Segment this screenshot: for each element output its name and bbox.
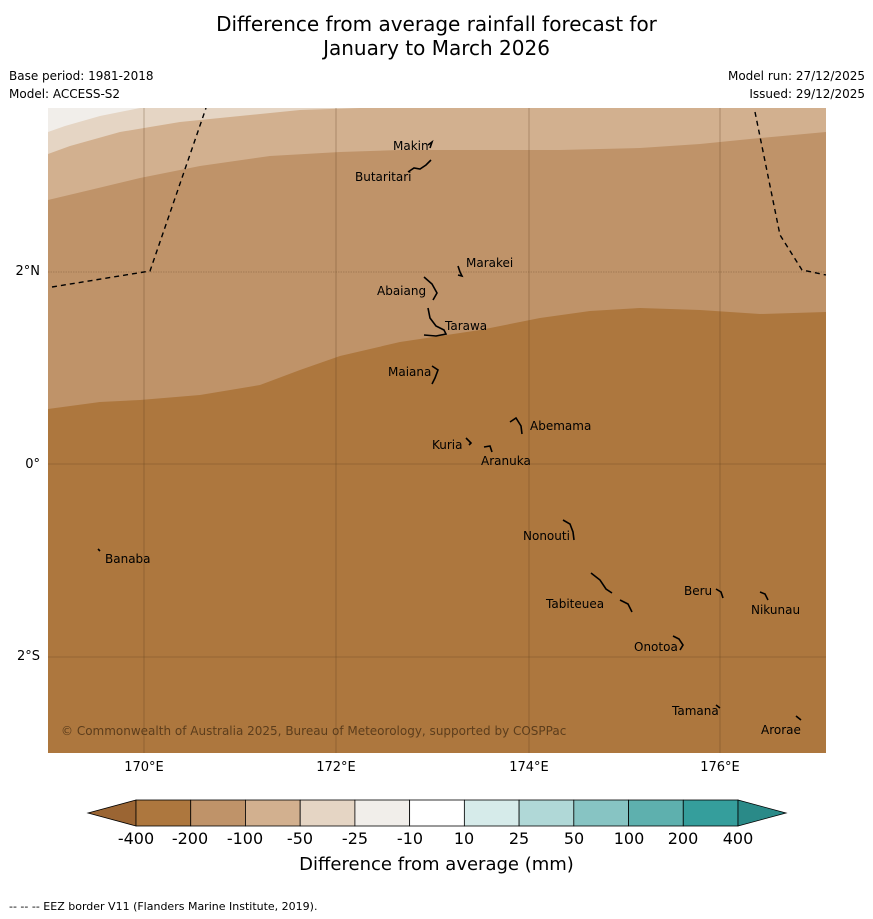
meta-right: Model run: 27/12/2025 Issued: 29/12/2025 <box>728 67 865 103</box>
atoll-maiana <box>431 365 439 385</box>
atoll-banaba <box>97 548 101 552</box>
atoll-arorae <box>795 715 802 721</box>
place-label: Nonouti <box>523 529 570 543</box>
colorbar-tick-label: -400 <box>117 829 155 848</box>
colorbar-tick-label: 400 <box>722 829 754 848</box>
lon-label-176e: 176°E <box>700 760 740 775</box>
colorbar-box <box>628 799 684 827</box>
place-label: Arorae <box>761 723 801 737</box>
colorbar-tick-label: 10 <box>453 829 475 848</box>
colorbar-tick-label: -25 <box>341 829 369 848</box>
title-line-2: January to March 2026 <box>323 36 550 60</box>
colorbar <box>86 799 788 827</box>
atoll-beru <box>715 588 724 599</box>
place-label: Aranuka <box>481 454 531 468</box>
lon-label-172e: 172°E <box>316 760 356 775</box>
band-minus-100-200 <box>48 108 826 409</box>
place-label: Banaba <box>105 552 151 566</box>
colorbar-tick-label: -10 <box>396 829 424 848</box>
title-line-1: Difference from average rainfall forecas… <box>216 12 657 36</box>
model-run: Model run: 27/12/2025 <box>727 69 865 83</box>
atoll-abemama <box>509 416 523 435</box>
colorbar-box <box>245 799 301 827</box>
eez-border-east <box>754 111 826 276</box>
lon-label-174e: 174°E <box>509 760 549 775</box>
atoll-tabiteuea-south <box>619 599 633 613</box>
base-period: Base period: 1981-2018 <box>9 69 154 83</box>
place-label: Abemama <box>530 419 592 433</box>
band-minus-25-50 <box>48 108 360 154</box>
band-minus-10-25 <box>48 108 140 132</box>
atoll-onotoa <box>672 635 684 651</box>
atoll-kuria <box>465 437 473 446</box>
eez-border-west <box>51 108 207 288</box>
map-title: Difference from average rainfall forecas… <box>0 12 873 60</box>
colorbar-box <box>299 799 356 827</box>
atoll-makin <box>427 139 434 149</box>
place-label: Abaiang <box>377 284 427 298</box>
eez-footnote: -- -- -- EEZ border V11 (Flanders Marine… <box>9 900 318 913</box>
colorbar-tick-label: 100 <box>613 829 645 848</box>
colorbar-tick-label: 25 <box>508 829 530 848</box>
atoll-abaiang <box>423 276 438 301</box>
colorbar-box <box>573 799 629 827</box>
place-label: Onotoa <box>634 640 678 654</box>
colorbar-tick-label: 50 <box>563 829 585 848</box>
atoll-tabiteuea-north <box>590 572 613 594</box>
place-label: Beru <box>684 584 713 598</box>
rainfall-field <box>48 108 826 753</box>
band-minus-50-100 <box>48 108 826 200</box>
place-label: Tamana <box>672 704 719 718</box>
lat-label-0: 0° <box>25 457 40 472</box>
place-label: Kuria <box>432 438 463 452</box>
colorbar-title: Difference from average (mm) <box>299 854 574 875</box>
atoll-marakei <box>457 265 464 278</box>
place-label: Makin <box>393 139 429 153</box>
colorbar-over-arrow <box>737 799 788 827</box>
atolls <box>97 139 802 721</box>
atoll-butaritari <box>407 159 432 173</box>
colorbar-boxes <box>135 799 739 827</box>
place-label: Nikunau <box>751 603 801 617</box>
colorbar-box <box>190 799 246 827</box>
atoll-nikunau <box>759 591 769 601</box>
place-label: Maiana <box>388 365 432 379</box>
place-label: Butaritari <box>355 170 412 184</box>
meta-left: Base period: 1981-2018 Model: ACCESS-S2 <box>9 67 154 103</box>
atoll-tamana <box>715 704 721 709</box>
atoll-aranuka <box>483 445 493 453</box>
place-label: Tabiteuea <box>546 597 605 611</box>
lat-label-2n: 2°N <box>15 264 41 279</box>
lon-label-170e: 170°E <box>124 760 164 775</box>
colorbar-box <box>463 799 520 827</box>
model-name: Model: ACCESS-S2 <box>9 87 121 101</box>
copyright-notice: © Commonwealth of Australia 2025, Bureau… <box>61 724 567 738</box>
colorbar-box <box>518 799 575 827</box>
colorbar-under-arrow <box>86 799 137 827</box>
graticule <box>48 108 826 753</box>
lat-label-2s: 2°S <box>16 649 40 664</box>
colorbar-box <box>682 799 739 827</box>
atoll-tarawa <box>423 307 448 337</box>
eez-border <box>51 108 826 288</box>
colorbar-box <box>409 799 465 827</box>
issued-date: Issued: 29/12/2025 <box>749 87 865 101</box>
colorbar-tick-label: -100 <box>226 829 264 848</box>
atoll-nonouti <box>562 519 575 541</box>
place-label: Marakei <box>466 256 514 270</box>
place-label: Tarawa <box>445 319 488 333</box>
colorbar-box <box>135 799 192 827</box>
colorbar-tick-label: -50 <box>286 829 314 848</box>
colorbar-box <box>354 799 411 827</box>
colorbar-tick-label: 200 <box>667 829 699 848</box>
colorbar-tick-label: -200 <box>171 829 209 848</box>
